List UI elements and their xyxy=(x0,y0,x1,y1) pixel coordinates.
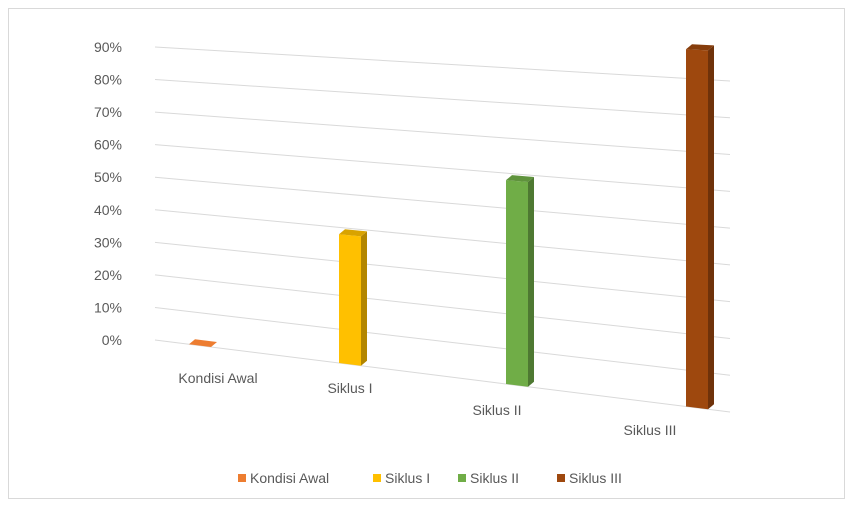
legend-swatch xyxy=(373,474,381,482)
bar-top-3 xyxy=(686,44,714,51)
gridline xyxy=(154,176,731,229)
y-tick-label: 60% xyxy=(94,137,122,153)
gridline xyxy=(154,79,731,119)
gridline xyxy=(154,144,731,192)
x-category-label: Siklus II xyxy=(472,402,521,418)
gridline xyxy=(154,209,731,266)
y-tick-label: 10% xyxy=(94,299,122,315)
bar-side-3 xyxy=(708,45,714,410)
gridline xyxy=(154,46,731,82)
bar-top-2 xyxy=(506,175,534,182)
y-tick-label: 90% xyxy=(94,39,122,55)
x-category-label: Kondisi Awal xyxy=(178,370,257,386)
gridline xyxy=(154,306,731,376)
y-tick-label: 80% xyxy=(94,72,122,88)
gridline xyxy=(154,241,731,303)
legend-swatch xyxy=(238,474,246,482)
y-tick-label: 0% xyxy=(102,332,122,348)
gridline xyxy=(154,111,731,156)
gridline xyxy=(154,274,731,339)
x-category-label: Siklus I xyxy=(327,380,372,396)
bar-0 xyxy=(189,339,217,348)
y-tick-label: 30% xyxy=(94,234,122,250)
legend-label: Siklus II xyxy=(470,470,519,486)
bar-side-2 xyxy=(528,176,534,387)
legend-swatch xyxy=(458,474,466,482)
legend-label: Kondisi Awal xyxy=(250,470,329,486)
bar-2 xyxy=(506,180,528,387)
y-tick-label: 40% xyxy=(94,202,122,218)
y-tick-label: 70% xyxy=(94,104,122,120)
legend-label: Siklus III xyxy=(569,470,622,486)
x-category-label: Siklus III xyxy=(624,422,677,438)
legend-label: Siklus I xyxy=(385,470,430,486)
bar-3 xyxy=(686,49,708,410)
legend-swatch xyxy=(557,474,565,482)
y-tick-label: 20% xyxy=(94,267,122,283)
y-tick-label: 50% xyxy=(94,169,122,185)
bar-side-1 xyxy=(361,231,367,366)
bar-top-1 xyxy=(339,229,367,237)
bar-1 xyxy=(339,234,361,366)
gridline xyxy=(154,339,731,413)
